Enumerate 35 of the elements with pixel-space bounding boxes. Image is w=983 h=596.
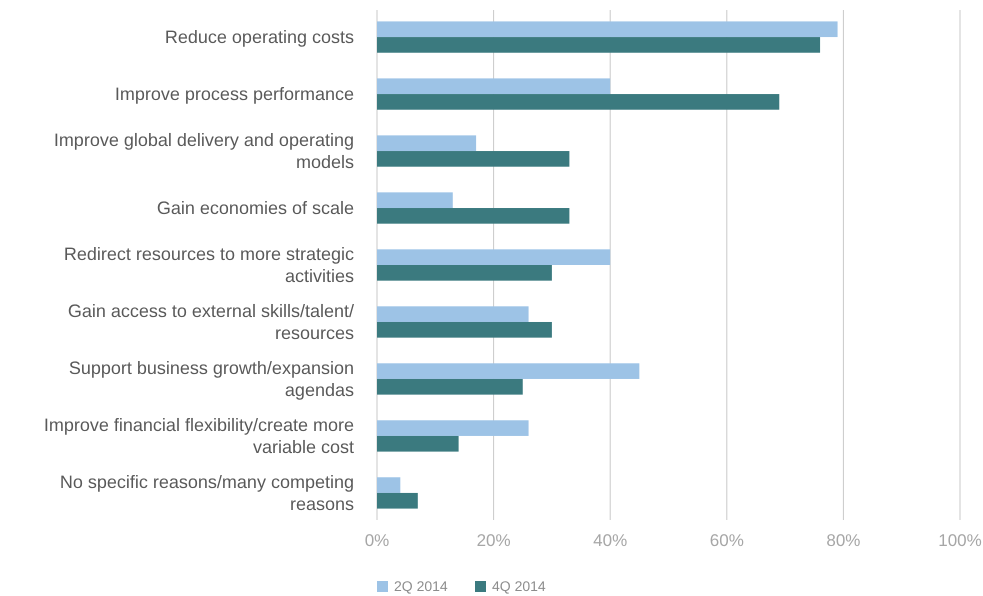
x-tick-label: 0%	[364, 531, 390, 550]
bar	[377, 378, 523, 395]
legend-label: 4Q 2014	[492, 578, 546, 594]
x-tick-label: 20%	[476, 531, 511, 550]
y-tick-label: Gain access to external skills/talent/resources	[68, 300, 354, 343]
bar	[377, 208, 570, 224]
bar	[377, 306, 529, 322]
bar	[377, 94, 780, 110]
y-tick-label: No specific reasons/many competing reasons	[60, 472, 354, 514]
x-tick-label: 60%	[710, 531, 744, 550]
legend-label: 2Q 2014	[394, 578, 448, 594]
bar	[377, 265, 552, 281]
y-tick-label: Support business growth/expansion agendas	[68, 358, 354, 400]
bar	[377, 192, 453, 208]
bar	[377, 249, 610, 265]
x-tick-label: 100%	[938, 531, 982, 550]
y-tick-label: Redirect resources to more strategic activities	[64, 244, 354, 286]
y-tick-label: Improve process performance	[114, 84, 354, 104]
bar	[377, 420, 529, 436]
y-tick-label: Improve global delivery and operating models	[54, 130, 354, 172]
bar	[377, 436, 459, 452]
bar	[377, 492, 418, 509]
x-tick-label: 80%	[826, 531, 860, 550]
bar	[377, 135, 476, 152]
bar	[377, 78, 610, 94]
bar	[377, 21, 838, 38]
bar	[377, 322, 552, 338]
y-tick-label: Improve financial flexibility/create more variable cost	[44, 414, 354, 457]
bar	[377, 477, 400, 493]
y-tick-label: Gain economies of scale	[156, 198, 354, 218]
x-tick-label: 40%	[593, 531, 628, 550]
bar	[377, 363, 640, 379]
bar	[377, 151, 570, 167]
y-tick-label: Reduce operating costs	[164, 27, 354, 48]
bar	[377, 37, 820, 53]
